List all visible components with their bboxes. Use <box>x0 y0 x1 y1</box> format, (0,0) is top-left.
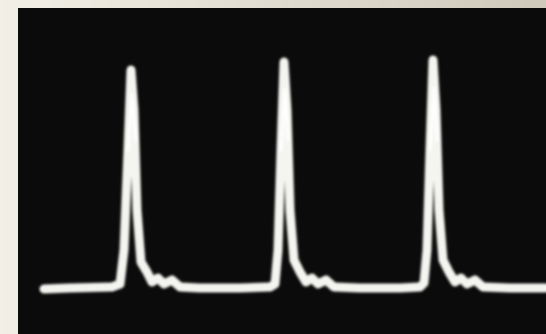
waveform <box>39 55 546 294</box>
trace-highlight <box>126 86 439 152</box>
trace <box>39 55 546 294</box>
